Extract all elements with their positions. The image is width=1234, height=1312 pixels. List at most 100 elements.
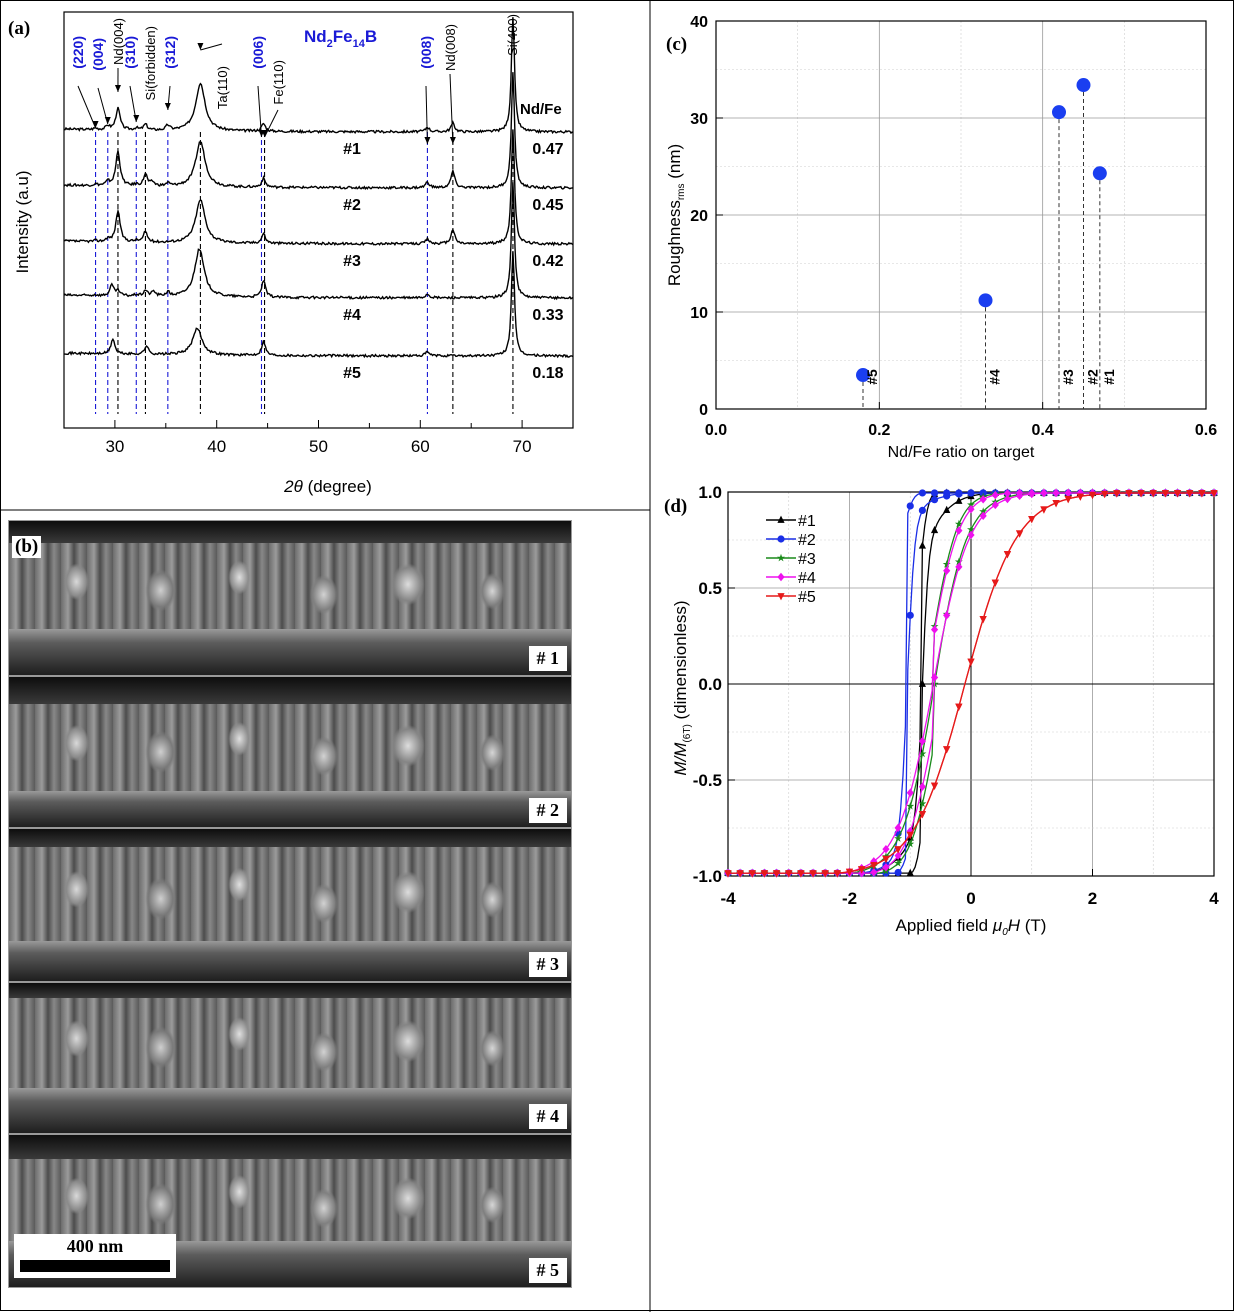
panel-d-marker (906, 611, 914, 619)
panel-a-sample-labels: #1 0.47 #2 0.45 #3 0.42 #4 0.33 #5 0.18 (343, 141, 564, 382)
panel-d-marker (1003, 489, 1012, 498)
panel-d-ticks: -4 -2 0 2 4 -1.0 -0.5 0.0 0.5 1.0 (693, 483, 1220, 908)
panel-d-marker (1088, 491, 1097, 500)
sem-sample-label: # 3 (528, 952, 567, 977)
panel-d-marker (918, 811, 926, 819)
panel-d-marker (918, 541, 926, 549)
panel-d-marker (1003, 494, 1012, 504)
panel-a-sample-ratio: 0.18 (532, 365, 563, 382)
panel-d-marker (955, 526, 963, 535)
sem-sample-label: # 2 (528, 798, 567, 823)
panel-d-legend-item: #4 (766, 570, 816, 587)
panel-d-marker (967, 500, 975, 509)
panel-d-marker (1137, 490, 1145, 498)
panel-a-x-ticks: 30 40 50 60 70 (63, 420, 574, 456)
panel-c-y-tick-label: 40 (690, 14, 708, 31)
panel-d-marker (1210, 490, 1218, 498)
panel-a-peak-label: (312) (162, 36, 178, 111)
panel-d-marker (918, 736, 926, 746)
panel-d-marker (918, 799, 927, 808)
panel-d-marker (894, 846, 902, 854)
scale-bar-label: 400 nm (66, 1236, 124, 1256)
panel-a-sample-ratio: 0.47 (532, 141, 563, 158)
panel-d-marker (1028, 489, 1036, 499)
panel-c-point-label: #2 (1085, 369, 1101, 385)
scale-bar: 400 nm (14, 1234, 176, 1278)
panel-d-marker (979, 495, 987, 504)
panel-a-y-axis-title: Intensity (a.u) (13, 171, 32, 274)
panel-c-x-tick-label: 0.2 (868, 422, 890, 439)
panel-d-marker (894, 851, 902, 860)
panel-a-curve-2 (63, 72, 574, 191)
panel-d-marker (954, 557, 963, 566)
panel-a-curves (63, 17, 574, 359)
panel-d-marker (1003, 551, 1012, 559)
panel-c-points: #5 #4 #3 #2 #1 (856, 78, 1117, 409)
panel-d-y-tick-label: -1.0 (693, 867, 722, 886)
panel-a: (a) Nd2Fe14B Nd/Fe Intensity (a.u) 2θ (d… (8, 11, 574, 496)
panel-d-marker (967, 658, 975, 666)
panel-d-marker (1186, 490, 1194, 498)
panel-a-peak-label: (006) (250, 36, 266, 138)
panel-c-y-tick-label: 10 (690, 305, 708, 322)
panel-a-peak-label-text: (312) (162, 36, 178, 69)
panel-d-marker (882, 863, 890, 872)
panel-a-peak-arrow (264, 109, 279, 138)
panel-a-peak-label-text: (006) (250, 36, 266, 69)
panel-c-y-tick-label: 30 (690, 111, 708, 128)
panel-c-x-tick-label: 0.0 (705, 422, 727, 439)
panel-a-peak-guides (95, 132, 514, 414)
panel-d-marker (870, 868, 878, 877)
panel-d-marker (809, 870, 817, 878)
panel-a-sample-name: #1 (343, 141, 361, 158)
panel-d-marker (943, 492, 951, 500)
panel-d-series-5 (724, 490, 1218, 878)
panel-d-marker (930, 525, 939, 534)
scale-bar-line (20, 1260, 170, 1272)
panel-a-peak-label: Si(forbidden) (143, 26, 158, 100)
panel-a-peak-arrow (425, 85, 428, 145)
panel-d-marker (943, 746, 951, 754)
panel-d-marker (991, 490, 999, 500)
panel-c-point (1076, 78, 1091, 93)
panel-a-plot-frame (63, 11, 574, 429)
panel-d-marker (906, 831, 914, 840)
panel-a-peak-arrow (449, 73, 454, 145)
panel-a-x-tick-label: 70 (513, 437, 532, 456)
panel-a-peak-label-text: Ta(110) (215, 66, 230, 109)
panel-a-peak-label: Fe(110) (261, 60, 286, 138)
panel-d-marker (991, 500, 999, 510)
panel-d-marker (906, 839, 915, 848)
panel-d: (d) -4 -2 0 2 4-1.0-0.50.00.51.0 #1#2#3#4#5 … (664, 483, 1219, 938)
sem-film-layer (9, 1159, 571, 1242)
panel-d-marker (736, 870, 744, 878)
sem-image-3: # 3 (8, 828, 572, 982)
panel-d-marker (930, 625, 939, 634)
panel-d-marker (1064, 496, 1072, 504)
panel-d-marker (858, 866, 866, 874)
panel-d-marker (954, 519, 963, 528)
panel-a-sample-name: #4 (343, 307, 361, 324)
panel-d-marker (1052, 500, 1060, 508)
panel-d-marker (882, 844, 890, 854)
panel-d-marker (1076, 493, 1084, 501)
panel-d-marker (955, 490, 963, 498)
sem-background (9, 677, 571, 704)
panel-d-legend-marker (777, 515, 785, 523)
panel-d-marker (930, 673, 939, 682)
panel-a-peak-arrowhead (92, 121, 99, 128)
panel-d-marker (1113, 490, 1121, 498)
panel-d-marker (1052, 488, 1060, 498)
sem-background (9, 521, 571, 543)
panel-d-marker (1064, 488, 1072, 498)
panel-d-marker (967, 489, 975, 497)
panel-c-y-tick-label: 20 (690, 208, 708, 225)
panel-d-legend-label: #5 (798, 589, 816, 606)
sem-sample-label: # 1 (528, 646, 567, 671)
panel-c: (c) 0.0 0.2 0.4 0.6 0 10 20 30 40 #5 #4 #3 #2 #1 Rou… (665, 14, 1217, 461)
panel-d-marker (894, 823, 902, 833)
panel-a-sample-name: #3 (343, 253, 361, 270)
panel-d-legend-item: #3 (766, 551, 816, 568)
panel-c-point-label: #1 (1101, 369, 1117, 385)
panel-d-legend-label: #2 (798, 532, 816, 549)
